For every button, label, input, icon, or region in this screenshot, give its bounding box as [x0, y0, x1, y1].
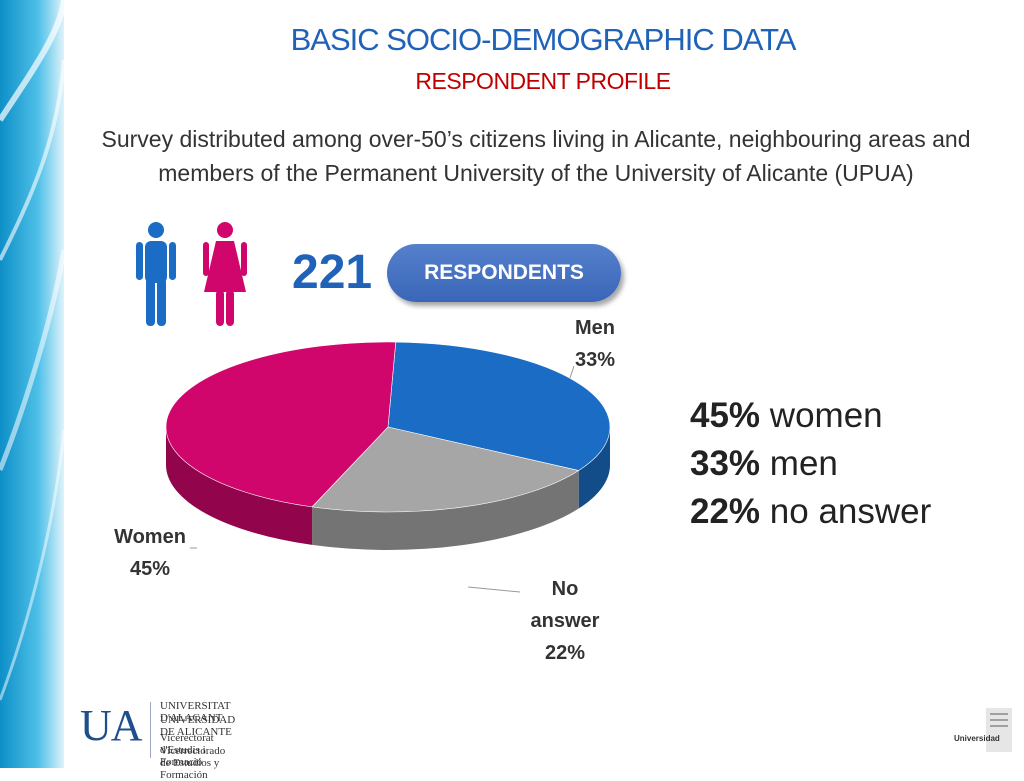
- footer-divider: [150, 702, 151, 758]
- pie-side-women: [165, 427, 313, 545]
- survey-description: Survey distributed among over-50’s citiz…: [101, 126, 971, 186]
- woman-icon: [203, 222, 247, 326]
- office-name-es: Vicerrectorado de Estudios y Formación: [160, 745, 226, 781]
- pie-slice-women: [165, 341, 397, 508]
- respondents-badge: RESPONDENTS: [387, 244, 621, 302]
- pie-label-line: Women: [114, 526, 186, 548]
- respondents-count: 221: [292, 246, 373, 299]
- pie-label-line: 45%: [129, 558, 171, 580]
- pie-label-line: Men: [575, 317, 615, 339]
- decorative-side-band: [0, 0, 64, 768]
- people-icons: [136, 222, 247, 326]
- university-name-ca: UNIVERSITAT D'ALACANT: [160, 700, 231, 724]
- pie-label-no-answer: No answer 22%: [520, 573, 610, 669]
- pie-slice-no-answer: [311, 426, 580, 513]
- summary-item: 33% men: [690, 444, 838, 483]
- page-title: BASIC SOCIO-DEMOGRAPHIC DATA: [290, 22, 797, 57]
- corner-logo-emblem: [986, 708, 1012, 752]
- pie-label-women: Women 45%: [100, 521, 200, 585]
- pie-slice-men: [387, 341, 611, 471]
- pie-label-line: 33%: [574, 349, 616, 371]
- office-name-ca: Vicerectorat d'Estudis i Formació: [160, 732, 214, 768]
- corner-logo-text: Universidad: [954, 734, 1000, 743]
- man-icon: [136, 222, 176, 326]
- pie-label-line: answer: [530, 610, 600, 632]
- university-name-es: UNIVERSIDAD DE ALICANTE: [160, 714, 236, 738]
- pie-label-line: No: [551, 578, 579, 600]
- pie-label-men: Men 33%: [560, 312, 630, 376]
- page-subtitle: RESPONDENT PROFILE: [415, 68, 671, 94]
- pie-side-men: [578, 427, 610, 509]
- ua-logo: UA: [80, 701, 143, 750]
- pie-side-no-answer: [312, 470, 579, 550]
- pie-sides: [165, 427, 610, 550]
- summary-item: 22% no answer: [690, 492, 932, 531]
- summary-list: 45% women 33% men 22% no answer: [690, 392, 931, 536]
- pie-label-line: 22%: [544, 642, 586, 664]
- corner-logo: Universidad: [946, 704, 1016, 760]
- summary-item: 45% women: [690, 396, 883, 435]
- pie-leader-line: [569, 365, 575, 379]
- pie-leader-line: [467, 586, 521, 593]
